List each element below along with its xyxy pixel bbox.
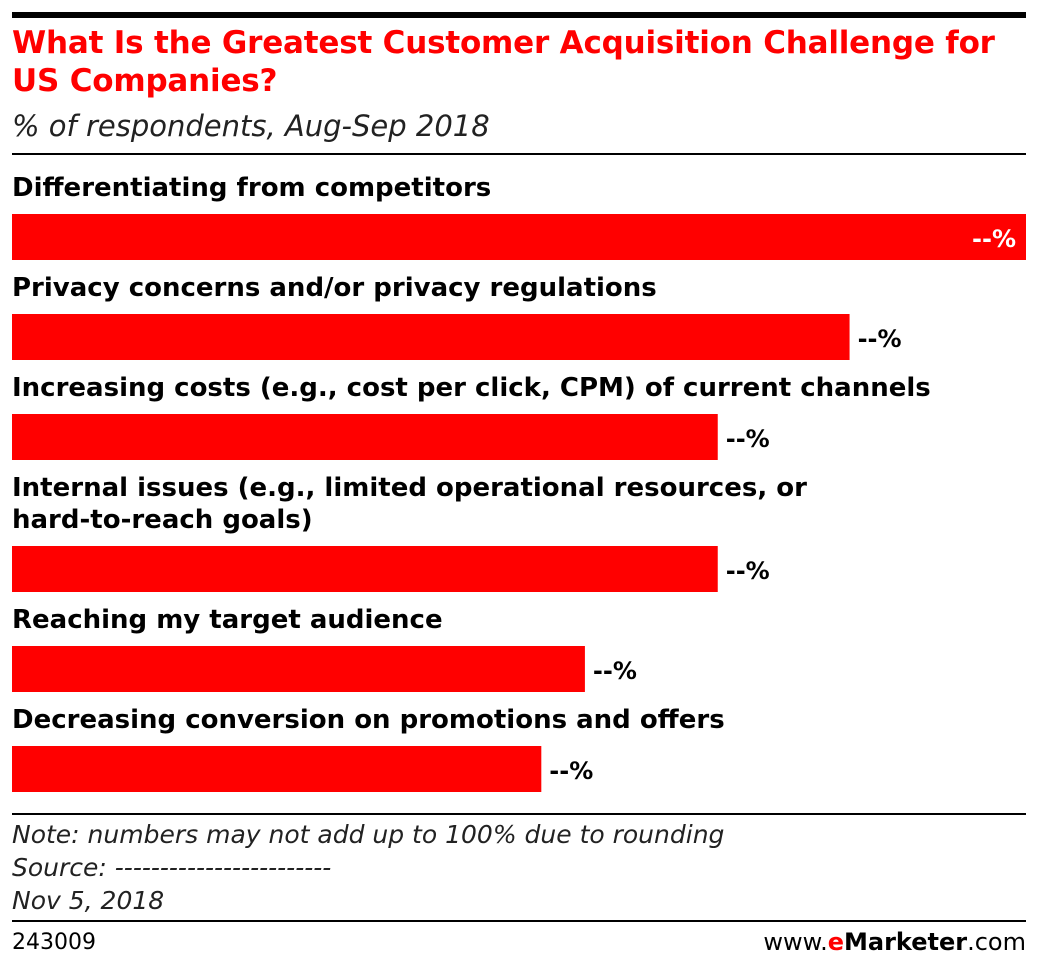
brand-logo: www.eMarketer.com <box>763 928 1026 956</box>
category-label: Privacy concerns and/or privacy regulati… <box>12 273 657 303</box>
bar <box>12 214 1026 260</box>
brand-name: Marketer <box>844 928 968 956</box>
footnote-source: Source: ------------------------ <box>12 853 332 882</box>
value-label: --% <box>726 557 770 585</box>
bottom-divider <box>12 920 1026 922</box>
bar <box>12 414 718 460</box>
brand-e: e <box>827 928 845 956</box>
category-label: hard-to-reach goals) <box>12 505 313 535</box>
value-label: --% <box>593 657 637 685</box>
value-label: --% <box>858 325 902 353</box>
value-label: --% <box>726 425 770 453</box>
top-rule <box>12 12 1026 18</box>
bar <box>12 646 585 692</box>
category-label: Reaching my target audience <box>12 605 443 635</box>
bar <box>12 746 542 792</box>
chart-id: 243009 <box>12 930 96 955</box>
chart-subtitle: % of respondents, Aug-Sep 2018 <box>12 109 490 143</box>
category-label: Decreasing conversion on promotions and … <box>12 705 725 735</box>
footer-divider <box>12 813 1026 815</box>
category-label: Differentiating from competitors <box>12 173 491 203</box>
bar <box>12 314 850 360</box>
value-label: --% <box>549 757 593 785</box>
brand-prefix: www. <box>763 928 828 956</box>
category-label: Internal issues (e.g., limited operation… <box>12 473 807 503</box>
brand-suffix: .com <box>967 928 1026 956</box>
footnote-note: Note: numbers may not add up to 100% due… <box>12 820 725 849</box>
category-label: Increasing costs (e.g., cost per click, … <box>12 373 931 403</box>
chart-title: What Is the Greatest Customer Acquisitio… <box>12 25 995 99</box>
value-label: --% <box>972 225 1016 253</box>
footnote-date: Nov 5, 2018 <box>12 886 165 915</box>
header-divider <box>12 153 1026 155</box>
footnote-block: Note: numbers may not add up to 100% due… <box>12 818 724 917</box>
bar <box>12 546 718 592</box>
